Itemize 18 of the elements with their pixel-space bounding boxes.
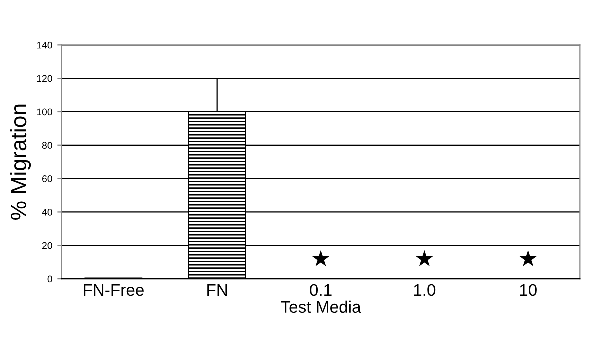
annotation: ★: [312, 250, 330, 267]
y-tick-label: 40: [42, 208, 52, 216]
annotation: ★: [520, 250, 537, 267]
y-axis-title: % Migration: [10, 104, 32, 220]
y-tick-label: 20: [42, 242, 52, 250]
x-axis-title: Test Media: [281, 300, 362, 314]
x-tick-label: FN-Free: [84, 284, 144, 296]
x-tick-label: 10: [520, 284, 537, 296]
x-tick-label: FN: [208, 284, 228, 296]
y-tick-label: 0: [48, 276, 52, 283]
y-tick-label: 120: [37, 75, 52, 82]
x-tick-label: 1.0: [414, 284, 436, 296]
y-tick-label: 140: [37, 42, 52, 49]
x-tick-label: 0.1: [310, 284, 332, 296]
y-tick-label: 60: [42, 176, 52, 182]
y-tick-label: 100: [37, 108, 52, 116]
annotation: ★: [416, 250, 434, 267]
y-tick-label: 80: [42, 142, 52, 150]
